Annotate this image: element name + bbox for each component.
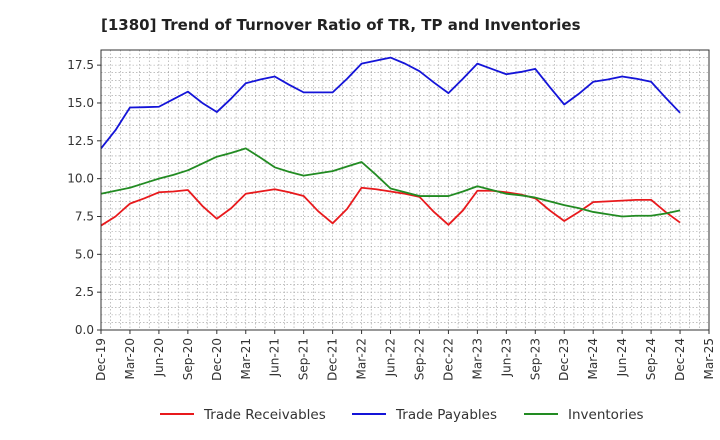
legend-label: Trade Payables [395,407,497,423]
x-tick-label: Sep-23 [528,338,542,380]
x-tick-label: Mar-21 [239,338,253,379]
plot-frame [100,49,710,331]
x-tick-label: Mar-22 [355,338,369,379]
y-axis-ticks: 0.0 2.5 5.0 7.5 10.0 12.5 15.0 17.5 [67,58,101,337]
legend-label: Inventories [568,407,644,423]
x-tick-label: Jun-22 [384,338,398,377]
legend: Trade Receivables Trade Payables Inventori… [160,407,644,423]
x-axis-ticks: Dec-19 Mar-20 Jun-20 Sep-20 Dec-20 Mar-21 Jun-… [94,330,716,381]
x-tick-label: Dec-23 [557,338,571,381]
x-tick-label: Mar-23 [470,338,484,379]
x-tick-label: Mar-24 [586,338,600,379]
x-tick-label: Dec-21 [326,338,340,381]
series-lines [100,56,681,227]
y-tick-label: 17.5 [67,58,94,72]
x-tick-label: Sep-22 [412,338,426,380]
series-line-3 [100,147,681,218]
legend-label: Trade Receivables [203,407,326,423]
y-tick-label: 7.5 [75,209,94,223]
x-tick-label: Mar-20 [123,338,137,379]
x-tick-label: Dec-22 [441,338,455,381]
grid-lines [100,50,710,330]
chart-title: [1380] Trend of Turnover Ratio of TR, TP… [101,16,581,34]
x-tick-label: Dec-20 [210,338,224,381]
y-tick-label: 15.0 [67,96,94,110]
x-tick-label: Sep-24 [644,338,658,380]
x-tick-label: Jun-20 [152,338,166,377]
x-tick-label: Jun-24 [615,338,629,377]
x-tick-label: Dec-24 [673,338,687,381]
y-tick-label: 5.0 [75,247,94,261]
x-tick-label: Sep-20 [181,338,195,380]
x-tick-label: Jun-21 [268,338,282,377]
series-line-2 [100,56,681,149]
y-tick-label: 10.0 [67,172,94,186]
series-line-1 [100,186,681,227]
y-tick-label: 2.5 [75,285,94,299]
y-tick-label: 0.0 [75,323,94,337]
x-tick-label: Mar-25 [702,338,716,379]
x-tick-label: Dec-19 [94,338,108,381]
x-tick-label: Jun-23 [499,338,513,377]
y-tick-label: 12.5 [67,134,94,148]
x-tick-label: Sep-21 [297,338,311,380]
